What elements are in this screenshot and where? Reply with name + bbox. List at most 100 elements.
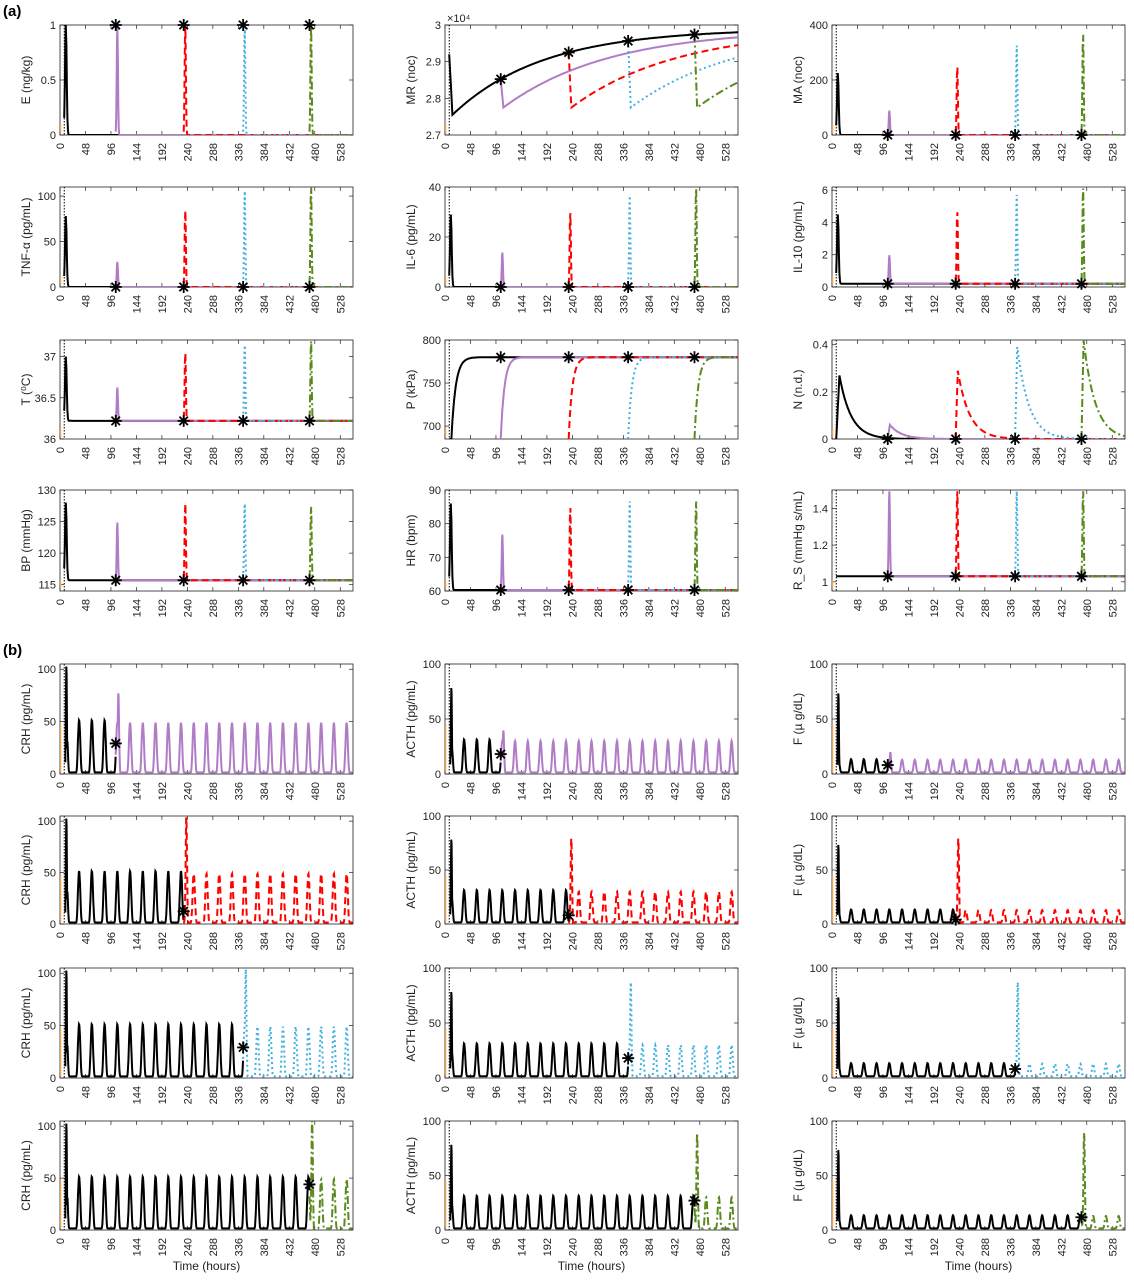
case-series-line: [308, 26, 353, 135]
y-tick-label: 0: [822, 434, 828, 446]
y-axis-label: MA (noc): [791, 56, 805, 104]
x-tick-label: 336: [618, 1086, 630, 1104]
y-tick-label: 2.7: [426, 130, 441, 142]
case-series-line: [114, 387, 353, 422]
x-tick-label: 240: [567, 143, 579, 161]
x-tick-label: 48: [465, 932, 477, 944]
x-tick-label: 336: [1005, 599, 1017, 617]
case-series-line: [567, 356, 738, 439]
y-tick-label: 70: [429, 552, 441, 564]
x-tick-label: 144: [131, 1086, 143, 1104]
x-tick-label: 48: [852, 932, 864, 944]
y-tick-label: 100: [423, 811, 441, 823]
second-hit-marker: [622, 583, 635, 596]
second-hit-marker: [949, 277, 962, 290]
x-tick-label: 240: [182, 782, 194, 800]
x-tick-label: 0: [827, 782, 839, 788]
x-tick-label: 288: [980, 295, 992, 313]
x-tick-label: 528: [335, 447, 347, 465]
x-tick-label: 432: [284, 599, 296, 617]
baseline-series-line: [836, 844, 957, 924]
y-tick-label: 100: [810, 659, 828, 671]
second-hit-marker: [622, 1052, 635, 1065]
second-hit-marker: [881, 570, 894, 583]
x-tick-label: 528: [335, 1086, 347, 1104]
x-tick-label: 480: [310, 599, 322, 617]
second-hit-marker: [494, 748, 507, 761]
second-hit-marker: [177, 574, 190, 587]
y-axis-label: BP (mmHg): [19, 509, 33, 571]
x-tick-label: 144: [903, 932, 915, 950]
x-tick-label: 240: [182, 143, 194, 161]
x-tick-label: 0: [55, 143, 67, 149]
panel-b-label: (b): [3, 642, 22, 659]
case-series-line: [693, 188, 738, 287]
x-tick-label: 96: [491, 599, 503, 611]
y-axis-label: CRH (pg/mL): [19, 988, 33, 1059]
second-hit-marker: [1009, 277, 1022, 290]
chart-ACTH2: 0 48 96 144 192 240 288 336 384 432 480 528 0 50 100 AC…: [404, 811, 739, 950]
x-tick-label: 144: [516, 599, 528, 617]
x-tick-label: 336: [618, 599, 630, 617]
second-hit-marker: [881, 433, 894, 445]
x-tick-label: 0: [55, 599, 67, 605]
axes-box: [59, 489, 354, 592]
x-tick-label: 384: [644, 143, 656, 161]
x-tick-label: 336: [233, 1086, 245, 1104]
chart-F1: 0 48 96 144 192 240 288 336 384 432 480 528 0 50 100 F …: [791, 659, 1126, 800]
case-series-line: [693, 1133, 738, 1230]
y-tick-label: 36: [44, 434, 56, 446]
y-tick-label: 0: [50, 1225, 56, 1237]
second-hit-marker: [237, 19, 250, 31]
x-tick-label: 240: [182, 1086, 194, 1104]
y-tick-label: 0: [50, 282, 56, 294]
x-tick-label: 336: [618, 295, 630, 313]
x-tick-label: 192: [542, 295, 554, 313]
case-series-line: [1014, 982, 1125, 1078]
second-hit-marker: [949, 570, 962, 583]
x-tick-label: 192: [542, 599, 554, 617]
y-tick-label: 50: [44, 1173, 56, 1185]
x-tick-label: 384: [1031, 599, 1043, 617]
x-tick-label: 0: [55, 1086, 67, 1092]
second-hit-marker: [494, 281, 507, 293]
case-series-line: [114, 261, 353, 287]
y-axis-label: F (µ g/dL): [791, 844, 805, 896]
baseline-series-line: [449, 687, 502, 774]
y-tick-label: 0: [50, 130, 56, 142]
x-tick-label: 480: [695, 295, 707, 313]
x-tick-label: 384: [1031, 782, 1043, 800]
x-tick-label: 96: [106, 1086, 118, 1098]
x-tick-label: 480: [1082, 447, 1094, 465]
baseline-series-line: [835, 375, 1125, 439]
y-tick-label: 0: [822, 282, 828, 294]
x-tick-label: 480: [695, 1086, 707, 1104]
x-tick-label: 384: [259, 782, 271, 800]
baseline-series-line: [64, 970, 244, 1078]
x-tick-label: 432: [669, 295, 681, 313]
second-hit-marker: [1075, 570, 1088, 583]
y-axis-label: ACTH (pg/mL): [404, 1137, 418, 1214]
x-tick-label: 144: [516, 295, 528, 313]
baseline-series-line: [449, 839, 570, 924]
y-axis-label: R_S (mmHg s/mL): [791, 491, 805, 590]
x-tick-label: 480: [1082, 782, 1094, 800]
second-hit-marker: [1009, 1063, 1022, 1076]
x-tick-label: 48: [80, 1238, 92, 1250]
x-tick-label: 432: [669, 143, 681, 161]
case-series-line: [693, 501, 738, 591]
y-axis-label: CRH (pg/mL): [19, 835, 33, 906]
x-tick-label: 192: [929, 1086, 941, 1104]
x-tick-label: 288: [208, 447, 220, 465]
second-hit-marker: [562, 583, 575, 596]
x-tick-label: 144: [903, 1238, 915, 1256]
baseline-series-line: [836, 997, 1016, 1078]
y-tick-label: 125: [38, 517, 56, 529]
x-tick-label: 336: [233, 295, 245, 313]
x-tick-label: 480: [1082, 295, 1094, 313]
x-tick-label: 0: [440, 447, 452, 453]
x-tick-label: 240: [954, 599, 966, 617]
x-tick-label: 528: [720, 143, 732, 161]
case-series-line: [1080, 188, 1125, 285]
